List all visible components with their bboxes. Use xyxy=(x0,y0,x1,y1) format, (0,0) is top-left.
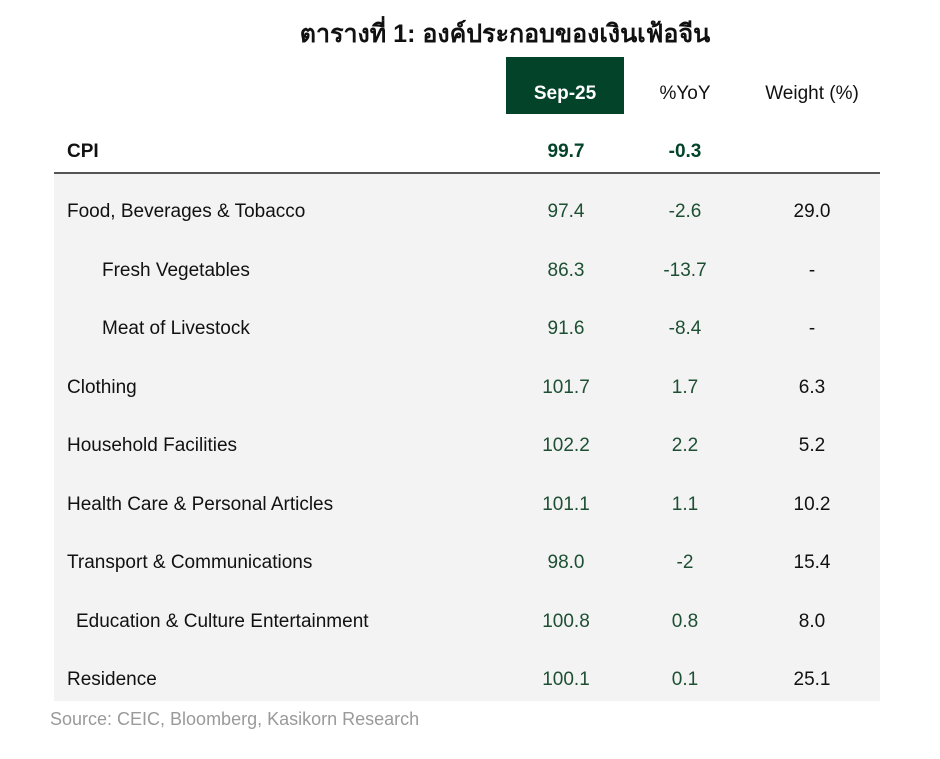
row-yoy: -2.6 xyxy=(668,201,702,222)
row-weight: 10.2 xyxy=(793,493,831,515)
row-value: 100.1 xyxy=(542,669,590,690)
table-title: ตารางที่ 1: องค์ประกอบของเงินเฟ้อจีน xyxy=(299,20,711,48)
row-yoy: 2.2 xyxy=(671,435,699,456)
row-weight: - xyxy=(808,318,816,339)
source-note: Source: CEIC, Bloomberg, Kasikorn Resear… xyxy=(50,709,420,729)
row-yoy: -0.3 xyxy=(668,141,702,162)
row-weight: - xyxy=(808,259,816,281)
row-value: 98.0 xyxy=(547,552,585,573)
header-period: Sep-25 xyxy=(506,57,624,114)
row-weight: 5.2 xyxy=(798,435,826,456)
row-value: 86.3 xyxy=(547,259,585,281)
row-label: Meat of Livestock xyxy=(102,318,250,339)
header-weight: Weight (%) xyxy=(765,83,859,104)
row-yoy: 1.1 xyxy=(671,493,699,515)
row-value: 102.2 xyxy=(542,435,590,456)
row-yoy: 0.8 xyxy=(671,610,699,632)
table-row: Fresh Vegetables 86.3 -13.7 - xyxy=(54,256,880,286)
table-body-panel xyxy=(54,174,880,701)
row-label: Fresh Vegetables xyxy=(102,259,250,281)
row-value: 100.8 xyxy=(542,610,590,632)
row-yoy: -13.7 xyxy=(663,259,707,281)
table-row: Household Facilities 102.2 2.2 5.2 xyxy=(54,431,880,461)
table-row: Health Care & Personal Articles 101.1 1.… xyxy=(54,490,880,520)
row-yoy: -2 xyxy=(676,552,694,573)
row-value: 91.6 xyxy=(547,318,585,339)
row-label: CPI xyxy=(67,141,99,162)
row-label: Transport & Communications xyxy=(67,552,313,573)
table-row: Transport & Communications 98.0 -2 15.4 xyxy=(54,548,880,578)
header-yoy: %YoY xyxy=(659,83,711,104)
row-label: Health Care & Personal Articles xyxy=(67,493,334,515)
row-label: Household Facilities xyxy=(67,435,238,456)
table-row: Education & Culture Entertainment 100.8 … xyxy=(54,607,880,637)
row-weight: 15.4 xyxy=(793,552,831,573)
row-label: Education & Culture Entertainment xyxy=(76,610,369,632)
row-yoy: 0.1 xyxy=(671,669,699,690)
row-label: Clothing xyxy=(67,376,137,398)
divider xyxy=(54,172,880,174)
table-row: Food, Beverages & Tobacco 97.4 -2.6 29.0 xyxy=(54,197,880,227)
row-weight: 29.0 xyxy=(793,201,831,222)
row-label: Residence xyxy=(67,669,157,690)
row-weight: 25.1 xyxy=(793,669,831,690)
row-label: Food, Beverages & Tobacco xyxy=(67,201,306,222)
row-value: 99.7 xyxy=(547,141,585,162)
row-value: 101.1 xyxy=(542,493,590,515)
row-yoy: 1.7 xyxy=(671,376,699,398)
row-value: 101.7 xyxy=(542,376,590,398)
row-value: 97.4 xyxy=(547,201,585,222)
row-weight: 8.0 xyxy=(798,610,826,632)
table-row: Clothing 101.7 1.7 6.3 xyxy=(54,373,880,403)
table-row: Residence 100.1 0.1 25.1 xyxy=(54,665,880,695)
table-row: Meat of Livestock 91.6 -8.4 - xyxy=(54,314,880,344)
cpi-row: CPI 99.7 -0.3 xyxy=(54,137,880,167)
row-weight: 6.3 xyxy=(798,376,826,398)
row-yoy: -8.4 xyxy=(668,318,702,339)
